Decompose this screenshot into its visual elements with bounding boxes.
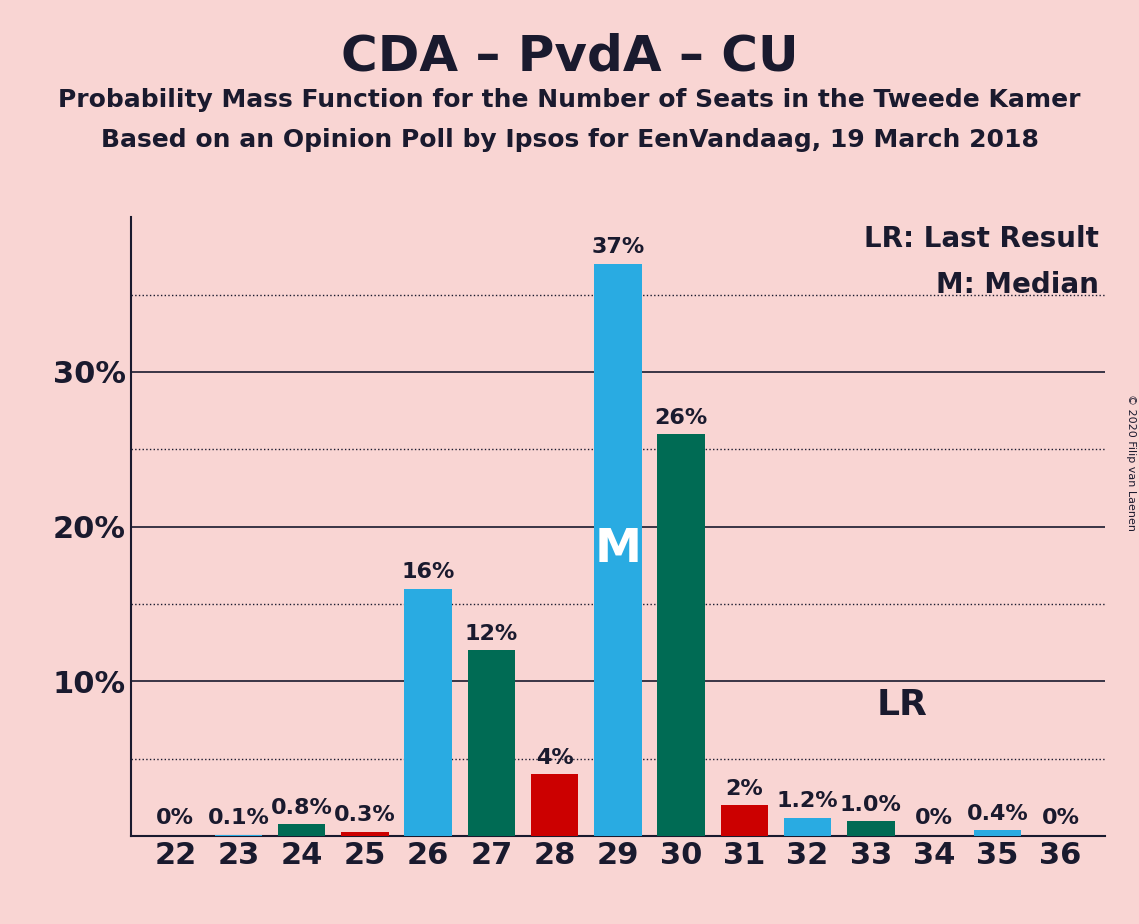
- Bar: [468, 650, 515, 836]
- Text: 26%: 26%: [655, 407, 707, 428]
- Text: Probability Mass Function for the Number of Seats in the Tweede Kamer: Probability Mass Function for the Number…: [58, 88, 1081, 112]
- Text: 1.0%: 1.0%: [839, 795, 902, 815]
- Bar: [278, 824, 326, 836]
- Bar: [847, 821, 894, 836]
- Text: 0%: 0%: [1041, 808, 1080, 829]
- Text: 0.3%: 0.3%: [334, 806, 396, 825]
- Text: 0%: 0%: [156, 808, 195, 829]
- Text: 0.8%: 0.8%: [271, 797, 333, 818]
- Bar: [215, 834, 262, 836]
- Text: 2%: 2%: [726, 779, 763, 799]
- Text: M: Median: M: Median: [935, 272, 1098, 299]
- Text: 0%: 0%: [915, 808, 953, 829]
- Text: LR: Last Result: LR: Last Result: [863, 225, 1098, 253]
- Text: © 2020 Filip van Laenen: © 2020 Filip van Laenen: [1126, 394, 1136, 530]
- Bar: [784, 818, 831, 836]
- Text: 16%: 16%: [402, 563, 454, 582]
- Bar: [595, 263, 641, 836]
- Bar: [721, 805, 768, 836]
- Bar: [974, 830, 1021, 836]
- Bar: [342, 832, 388, 836]
- Text: CDA – PvdA – CU: CDA – PvdA – CU: [341, 32, 798, 80]
- Text: 37%: 37%: [591, 237, 645, 258]
- Text: Based on an Opinion Poll by Ipsos for EenVandaag, 19 March 2018: Based on an Opinion Poll by Ipsos for Ee…: [100, 128, 1039, 152]
- Text: 12%: 12%: [465, 625, 518, 644]
- Bar: [657, 434, 705, 836]
- Text: LR: LR: [877, 687, 928, 722]
- Bar: [404, 589, 452, 836]
- Text: 0.1%: 0.1%: [207, 808, 270, 829]
- Text: 4%: 4%: [535, 748, 574, 768]
- Text: 1.2%: 1.2%: [777, 792, 838, 811]
- Text: M: M: [595, 528, 641, 572]
- Bar: [531, 774, 579, 836]
- Text: 0.4%: 0.4%: [967, 804, 1029, 824]
